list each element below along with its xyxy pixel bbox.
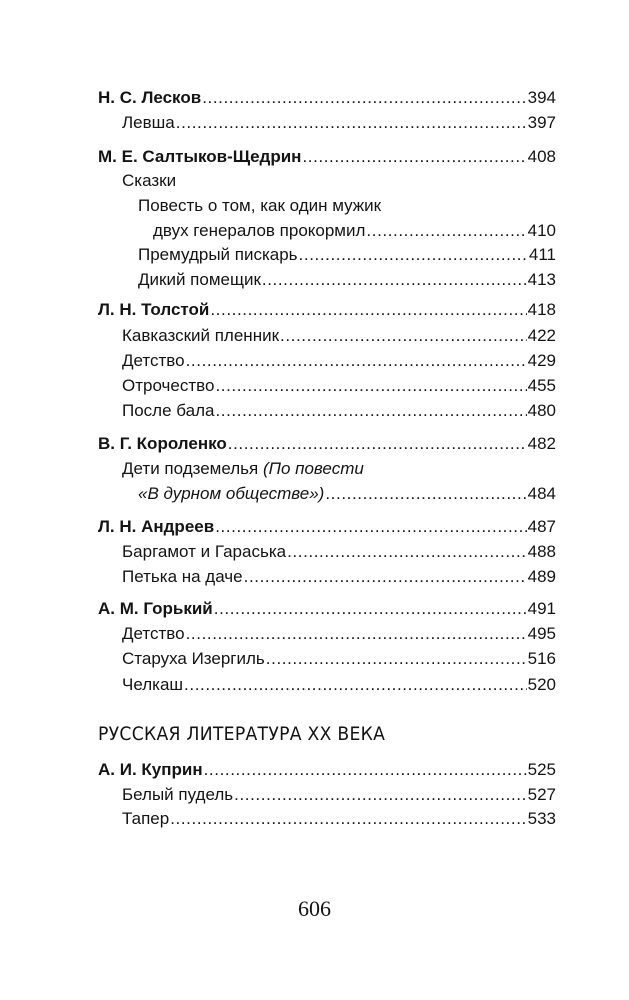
author-name: М. Е. Салтыков-Щедрин xyxy=(98,147,302,166)
dot-leader xyxy=(204,759,527,781)
toc-entry-author: Н. С. Лесков 394 xyxy=(98,87,556,109)
toc-entry-work: Тапер 533 xyxy=(122,808,556,830)
toc-entry-author: А. М. Горький 491 xyxy=(98,598,556,620)
toc-entry-work: Белый пудель 527 xyxy=(122,784,556,806)
toc-entry-work: После бала 480 xyxy=(122,400,556,422)
toc-entry-work: Челкаш 520 xyxy=(122,674,556,696)
toc-entry-work: Кавказский пленник 422 xyxy=(122,325,556,347)
author-name: В. Г. Короленко xyxy=(98,434,227,453)
page-ref: 533 xyxy=(527,809,556,828)
work-title-line1: Дети подземелья (По повести xyxy=(122,458,364,480)
dot-leader xyxy=(184,674,527,696)
page-ref: 411 xyxy=(528,245,556,264)
work-title: После бала xyxy=(122,401,215,420)
work-title: Челкаш xyxy=(122,675,184,694)
toc-entry-work: Левша 397 xyxy=(122,112,556,134)
toc-entry-author: А. И. Куприн 525 xyxy=(98,759,556,781)
dot-leader xyxy=(302,146,526,168)
page-ref: 429 xyxy=(527,351,556,370)
dot-leader xyxy=(186,350,527,372)
toc-entry-author: Л. Н. Толстой 418 xyxy=(98,299,556,321)
author-name: А. М. Горький xyxy=(98,599,213,618)
dot-leader xyxy=(228,433,527,455)
toc-entry-work: двух генералов прокормил 410 xyxy=(153,220,556,242)
dot-leader xyxy=(186,623,527,645)
page-number: 606 xyxy=(298,896,331,921)
work-title-line2: двух генералов прокормил xyxy=(153,221,366,240)
page-ref: 422 xyxy=(527,326,556,345)
dot-leader xyxy=(280,325,527,347)
page-ref: 418 xyxy=(527,300,556,319)
page-ref: 484 xyxy=(527,484,556,503)
dot-leader xyxy=(299,244,528,266)
work-title: Отрочество xyxy=(122,376,215,395)
work-note: (По повести xyxy=(262,459,364,478)
page-ref: 491 xyxy=(527,599,556,618)
toc-entry-work: Дикий помещик 413 xyxy=(138,269,556,291)
work-title: Кавказский пленник xyxy=(122,326,280,345)
dot-leader xyxy=(234,784,526,806)
page-ref: 397 xyxy=(527,113,556,132)
work-title-line1: Повесть о том, как один мужик xyxy=(138,196,382,215)
work-title: Детство xyxy=(122,624,185,643)
work-title: Премудрый пискарь xyxy=(138,245,298,264)
toc-entry-work: «В дурном обществе») 484 xyxy=(138,483,556,505)
page-ref: 520 xyxy=(527,675,556,694)
page-ref: 495 xyxy=(527,624,556,643)
dot-leader xyxy=(366,220,526,242)
dot-leader xyxy=(215,400,526,422)
dot-leader xyxy=(215,516,526,538)
dot-leader xyxy=(262,269,527,291)
toc-entry-work: Баргамот и Гараська 488 xyxy=(122,541,556,563)
dot-leader xyxy=(210,299,526,321)
toc-entry-author: Л. Н. Андреев 487 xyxy=(98,516,556,538)
toc-entry-work: Отрочество 455 xyxy=(122,375,556,397)
page-ref: 489 xyxy=(527,567,556,586)
toc-entry-work: Премудрый пискарь 411 xyxy=(138,244,556,266)
work-title: Белый пудель xyxy=(122,785,234,804)
work-title: Старуха Изергиль xyxy=(122,649,265,668)
work-title: Дикий помещик xyxy=(138,270,261,289)
dot-leader xyxy=(325,483,526,505)
author-name: А. И. Куприн xyxy=(98,760,203,779)
dot-leader xyxy=(215,375,526,397)
author-name: Л. Н. Андреев xyxy=(98,517,215,536)
page-ref: 408 xyxy=(527,147,556,166)
author-name: Н. С. Лесков xyxy=(98,88,202,107)
page-ref: 480 xyxy=(527,401,556,420)
section-heading: РУССКАЯ ЛИТЕРАТУРА XX ВЕКА xyxy=(98,724,386,745)
dot-leader xyxy=(287,541,527,563)
dot-leader xyxy=(266,648,527,670)
page-ref: 525 xyxy=(527,760,556,779)
dot-leader xyxy=(170,808,526,830)
work-title: Детство xyxy=(122,351,185,370)
dot-leader xyxy=(202,87,526,109)
author-name: Л. Н. Толстой xyxy=(98,300,210,319)
work-title: Левша xyxy=(122,113,175,132)
page-ref: 455 xyxy=(527,376,556,395)
toc-entry-work: Старуха Изергиль 516 xyxy=(122,648,556,670)
work-title: Петька на даче xyxy=(122,567,243,586)
toc-entry-author: М. Е. Салтыков-Щедрин 408 xyxy=(98,146,556,168)
page-ref: 488 xyxy=(527,542,556,561)
work-title: Баргамот и Гараська xyxy=(122,542,287,561)
dot-leader xyxy=(214,598,527,620)
page-ref: 482 xyxy=(527,434,556,453)
toc-entry-work: Детство 429 xyxy=(122,350,556,372)
toc-entry-work: Детство 495 xyxy=(122,623,556,645)
page-ref: 394 xyxy=(527,88,556,107)
toc-entry-work: Петька на даче 489 xyxy=(122,566,556,588)
page-ref: 527 xyxy=(527,785,556,804)
page-ref: 516 xyxy=(527,649,556,668)
page-ref: 413 xyxy=(527,270,556,289)
work-title: Тапер xyxy=(122,809,170,828)
page-ref: 410 xyxy=(527,221,556,240)
dot-leader xyxy=(176,112,527,134)
dot-leader xyxy=(244,566,527,588)
work-note-line2: «В дурном обществе») xyxy=(138,484,325,503)
toc-group-label: Сказки xyxy=(122,171,177,190)
page-ref: 487 xyxy=(527,517,556,536)
work-title: Дети подземелья xyxy=(122,459,259,478)
toc-entry-author: В. Г. Короленко 482 xyxy=(98,433,556,455)
